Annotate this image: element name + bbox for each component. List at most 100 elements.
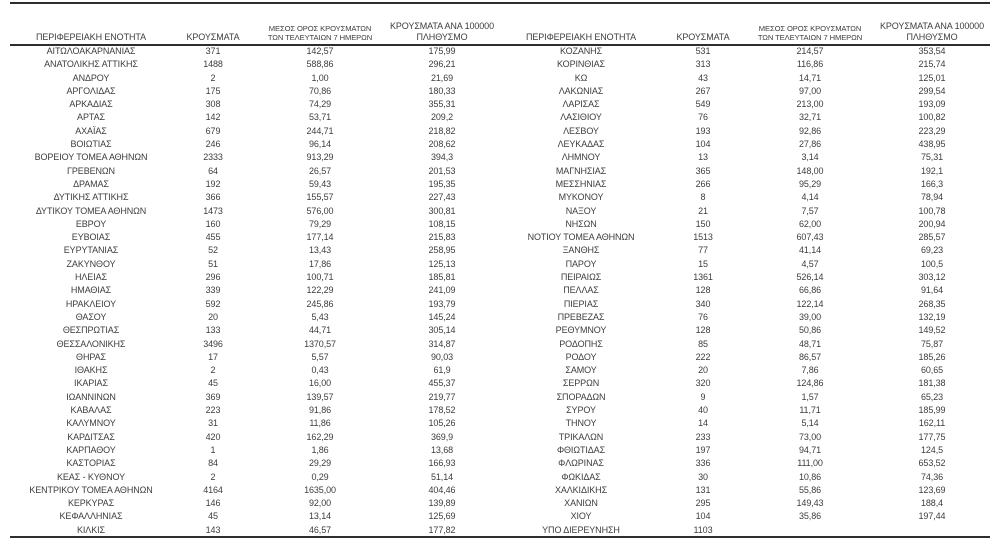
- table-row: ΗΜΑΘΙΑΣ 339 122,29 241,09: [10, 284, 498, 297]
- cases-value: 420: [205, 431, 221, 442]
- table-row: ΦΘΙΩΤΙΔΑΣ 197 94,71 124,5: [500, 444, 988, 457]
- per100k-value: 285,57: [918, 232, 946, 243]
- table-row: ΦΛΩΡΙΝΑΣ 336 111,00 653,52: [500, 457, 988, 470]
- per100k-value: 369,9: [430, 431, 454, 442]
- avg7-value: 73,00: [798, 431, 822, 442]
- per100k-value: 404,46: [428, 484, 456, 495]
- avg7-value: 7,86: [801, 365, 819, 376]
- table-row: ΧΙΟΥ 104 35,86 197,44: [500, 510, 988, 523]
- per100k-value: 51,14: [430, 471, 454, 482]
- column-header-cases: ΚΡΟΥΣΜΑΤΑ: [172, 0, 254, 45]
- cases-value: 76: [698, 112, 708, 123]
- cases-value: 77: [698, 245, 708, 256]
- avg7-value: 92,86: [798, 125, 822, 136]
- avg7-value: 576,00: [306, 205, 334, 216]
- region-name: ΡΟΔΟΥ: [565, 351, 597, 362]
- table-row: ΚΑΡΠΑΘΟΥ 1 1,86 13,68: [10, 444, 498, 457]
- cases-value: 295: [695, 498, 711, 509]
- per100k-value: 100,82: [918, 112, 946, 123]
- avg7-value: 50,86: [798, 325, 822, 336]
- cases-value: 366: [205, 192, 221, 203]
- table-row: ΒΟΙΩΤΙΑΣ 246 96,14 208,62: [10, 138, 498, 151]
- region-name: ΛΑΡΙΣΑΣ: [562, 99, 600, 110]
- table-row: ΣΥΡΟΥ 40 11,71 185,99: [500, 404, 988, 417]
- region-name: ΚΑΣΤΟΡΙΑΣ: [66, 458, 116, 469]
- table-row: ΚΟΖΑΝΗΣ 531 214,57 353,54: [500, 45, 988, 58]
- avg7-value: 44,71: [308, 325, 332, 336]
- column-header-per100k-line1: ΚΡΟΥΣΜΑΤΑ ΑΝΑ 100000: [390, 21, 494, 31]
- cases-value: 30: [698, 471, 708, 482]
- cases-value: 133: [205, 325, 221, 336]
- region-name: ΚΕΝΤΡΙΚΟΥ ΤΟΜΕΑ ΑΘΗΝΩΝ: [29, 484, 153, 495]
- avg7-value: 35,86: [798, 511, 822, 522]
- per100k-value: 91,64: [920, 285, 944, 296]
- cases-value: 45: [208, 511, 218, 522]
- column-header-region-label: ΠΕΡΙΦΕΡΕΙΑΚΗ ΕΝΟΤΗΤΑ: [525, 31, 637, 42]
- avg7-value: 1635,00: [304, 484, 336, 495]
- per100k-value: 125,01: [918, 72, 946, 83]
- avg7-value: 41,14: [798, 245, 822, 256]
- per100k-value: 166,3: [920, 178, 944, 189]
- table-row: ΠΕΛΛΑΣ 128 66,86 91,64: [500, 284, 988, 297]
- table-row: ΑΙΤΩΛΟΑΚΑΡΝΑΝΙΑΣ 371 142,57 175,99: [10, 45, 498, 58]
- per100k-value: 193,79: [428, 298, 456, 309]
- avg7-value: 122,14: [796, 298, 824, 309]
- cases-value: 679: [205, 125, 221, 136]
- per100k-value: 61,9: [433, 365, 451, 376]
- region-name: ΧΑΛΚΙΔΙΚΗΣ: [554, 484, 608, 495]
- per100k-value: 177,75: [918, 431, 946, 442]
- avg7-value: 11,86: [309, 418, 331, 429]
- column-header-avg7: ΜΕΣΟΣ ΟΡΟΣ ΚΡΟΥΣΜΑΤΩΝ ΤΩΝ ΤΕΛΕΥΤΑΙΩΝ 7 Η…: [744, 0, 876, 45]
- avg7-value: 62,00: [798, 218, 822, 229]
- per100k-value: [876, 524, 988, 537]
- cases-value: 52: [208, 245, 218, 256]
- cases-value: 266: [695, 178, 711, 189]
- table-row: ΝΟΤΙΟΥ ΤΟΜΕΑ ΑΘΗΝΩΝ 1513 607,43 285,57: [500, 231, 988, 244]
- avg7-value: 70,86: [308, 85, 332, 96]
- per100k-value: 145,24: [428, 311, 456, 322]
- avg7-value: 14,71: [798, 72, 822, 83]
- cases-value: 197: [695, 444, 711, 455]
- region-name: ΛΗΜΝΟΥ: [561, 152, 601, 163]
- avg7-value: 162,29: [306, 431, 334, 442]
- avg7-value: 97,00: [798, 85, 822, 96]
- region-name: ΛΕΣΒΟΥ: [563, 125, 599, 136]
- header-underline-rule: [10, 44, 990, 46]
- cases-value: 2: [210, 471, 216, 482]
- region-name: ΜΑΓΝΗΣΙΑΣ: [555, 165, 607, 176]
- region-name: ΝΗΣΩΝ: [565, 218, 597, 229]
- region-name: ΖΑΚΥΝΘΟΥ: [66, 258, 116, 269]
- table-row: ΚΕΑΣ - ΚΥΘΝΟΥ 2 0,29 51,14: [10, 471, 498, 484]
- column-header-cases: ΚΡΟΥΣΜΑΤΑ: [662, 0, 744, 45]
- avg7-value: 1370,57: [304, 338, 336, 349]
- region-name: ΛΑΚΩΝΙΑΣ: [558, 85, 604, 96]
- region-name: ΑΡΤΑΣ: [77, 112, 105, 123]
- avg7-value: 122,29: [306, 285, 334, 296]
- cases-value: 246: [205, 139, 221, 150]
- avg7-value: 155,57: [306, 192, 334, 203]
- per100k-value: 166,93: [428, 458, 456, 469]
- avg7-value: 116,86: [796, 59, 824, 70]
- avg7-value: 29,29: [308, 458, 332, 469]
- table-row: ΡΟΔΟΠΗΣ 85 48,71 75,87: [500, 338, 988, 351]
- table-row: ΚΙΛΚΙΣ 143 46,57 177,82: [10, 524, 498, 537]
- region-name: ΡΟΔΟΠΗΣ: [559, 338, 603, 349]
- cases-value: 2: [210, 365, 216, 376]
- per100k-value: 209,2: [430, 112, 454, 123]
- per100k-value: 192,1: [920, 165, 944, 176]
- per100k-value: 132,19: [918, 311, 946, 322]
- column-header-avg7: ΜΕΣΟΣ ΟΡΟΣ ΚΡΟΥΣΜΑΤΩΝ ΤΩΝ ΤΕΛΕΥΤΑΙΩΝ 7 Η…: [254, 0, 386, 45]
- table-row: ΙΚΑΡΙΑΣ 45 16,00 455,37: [10, 377, 498, 390]
- region-name: ΣΕΡΡΩΝ: [562, 378, 600, 389]
- avg7-value: 66,86: [798, 285, 822, 296]
- region-name: ΠΑΡΟΥ: [565, 258, 597, 269]
- cases-value: 3496: [203, 338, 223, 349]
- cases-value: 131: [695, 484, 711, 495]
- per100k-value: 180,33: [428, 85, 456, 96]
- per100k-value: 125,13: [428, 258, 456, 269]
- cases-value: 76: [698, 311, 708, 322]
- avg7-value: 3,14: [801, 152, 819, 163]
- cases-value: 2: [210, 72, 216, 83]
- avg7-value: 111,00: [797, 458, 823, 469]
- avg7-value: 26,57: [308, 165, 332, 176]
